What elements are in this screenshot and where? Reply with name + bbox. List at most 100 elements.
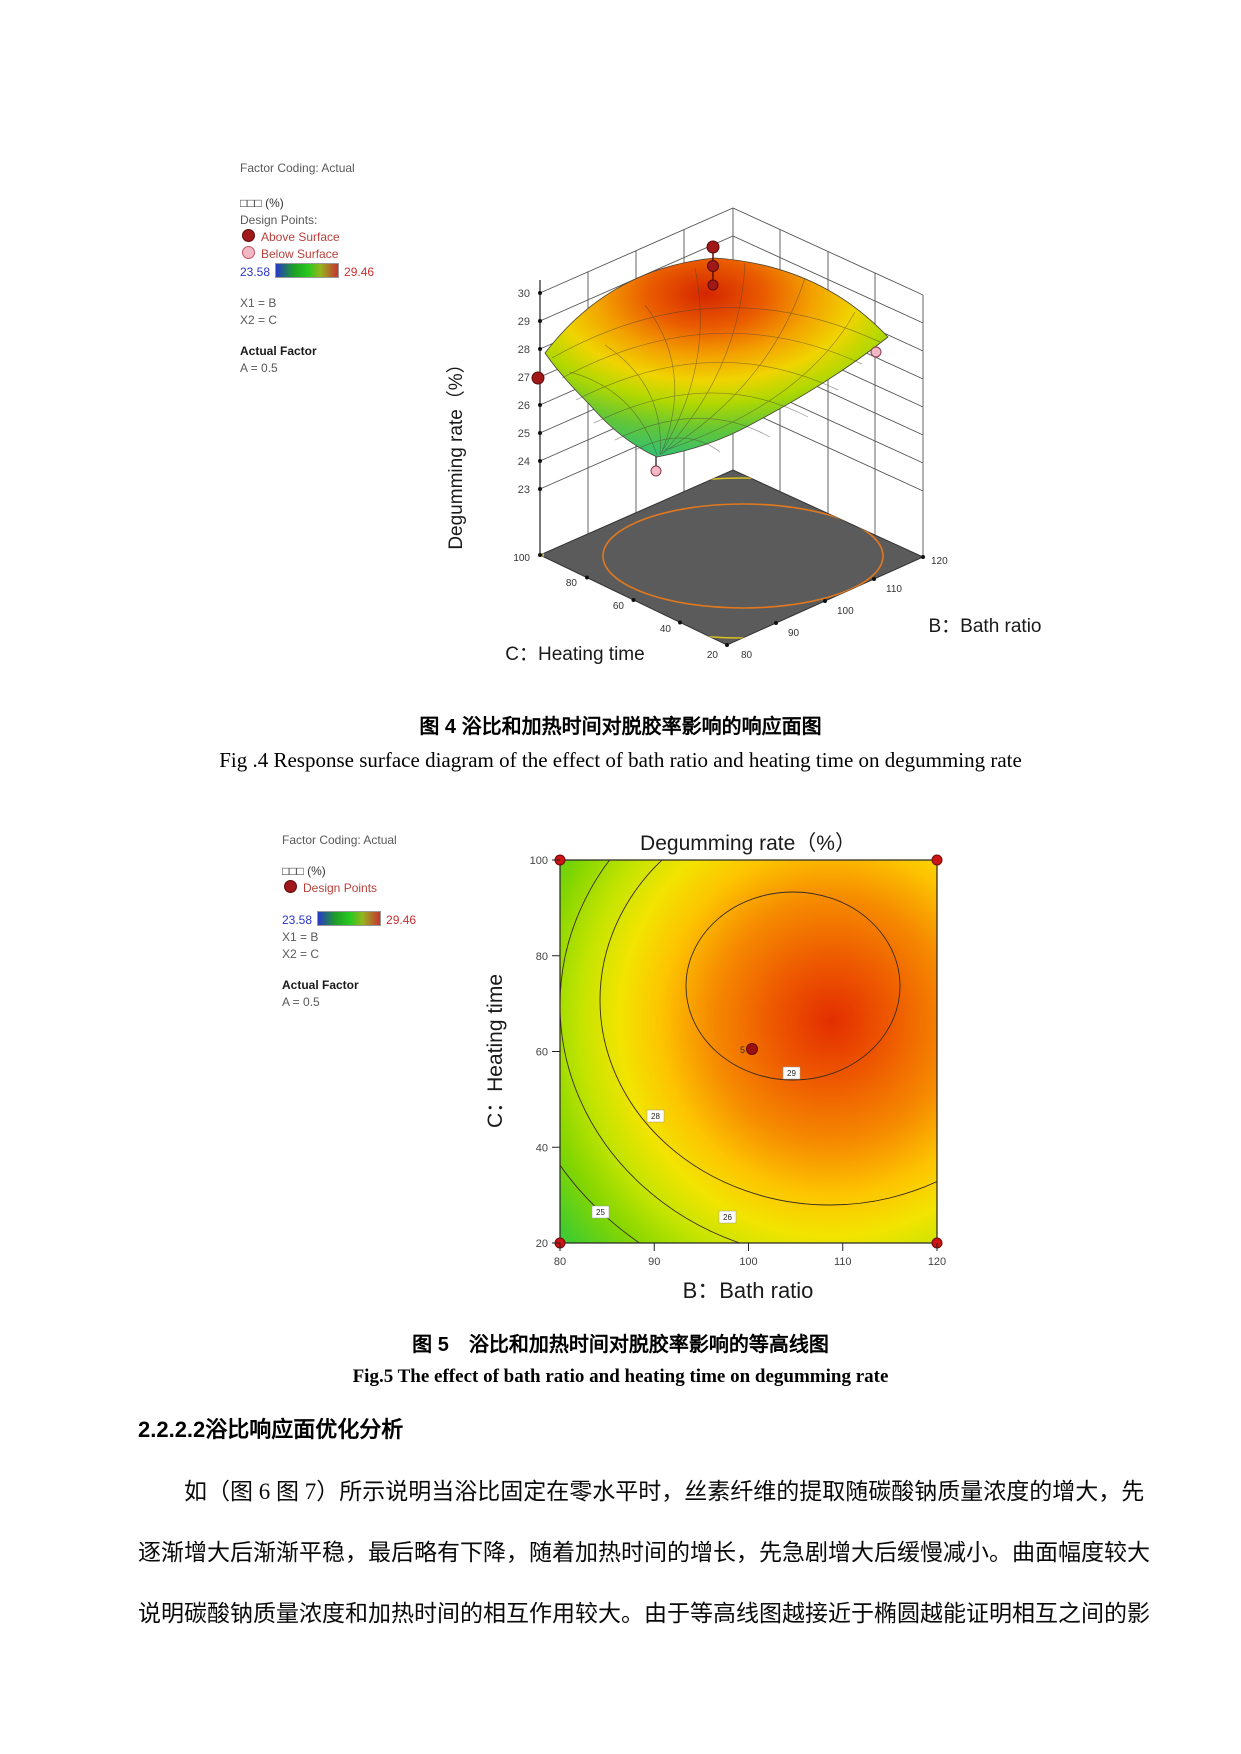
x-tick-80: 80	[554, 1256, 566, 1268]
paragraph-line-2: 逐渐增大后渐渐平稳，最后略有下降，随着加热时间的增长，先急剧增大后缓慢减小。曲面…	[138, 1540, 1150, 1565]
design-point-above-peak-3	[707, 279, 719, 291]
x-tick-110: 110	[834, 1256, 852, 1268]
svg-text:25: 25	[596, 1208, 605, 1217]
fig4-legend: Factor Coding: Actual □□□ (%) Design Poi…	[240, 160, 374, 377]
above-surface-dot-icon	[242, 229, 255, 242]
scale-max-value: 29.46	[386, 913, 417, 927]
z-tick-23: 23	[518, 484, 530, 496]
response-surface	[544, 257, 889, 458]
b-tick-90: 90	[788, 628, 800, 639]
fig5-actual-factor-value: A = 0.5	[282, 995, 320, 1009]
c-tick-40: 40	[660, 624, 672, 635]
fig5-color-scale: 23.58 29.46	[282, 911, 416, 929]
paragraph-line-3: 说明碳酸钠质量浓度和加热时间的相互作用较大。由于等高线图越接近于椭圆越能证明相互…	[138, 1601, 1150, 1626]
color-gradient-swatch	[317, 911, 382, 926]
b-tick-110: 110	[886, 584, 902, 595]
scale-min-value: 23.58	[282, 913, 313, 927]
z-tick-29: 29	[518, 316, 530, 328]
design-point-above-peak-2	[707, 260, 719, 272]
fig4-x2-factor: X2 = C	[240, 313, 278, 327]
y-axis-ticks: 100 80 60 40 20	[530, 855, 548, 1250]
fig5-legend: Factor Coding: Actual □□□ (%) Design Poi…	[282, 832, 416, 1011]
x-axis-tickmarks	[559, 1243, 938, 1251]
fig5-legend-design-points: Design Points	[282, 880, 416, 897]
z-tick-24: 24	[518, 456, 530, 468]
b-axis-ticks: 80 90 100 110 120	[741, 556, 948, 661]
b-tick-100: 100	[837, 606, 854, 617]
y-tick-20: 20	[536, 1238, 548, 1250]
fig4-caption-en: Fig .4 Response surface diagram of the e…	[219, 748, 1022, 772]
color-gradient-swatch	[275, 263, 340, 278]
svg-text:28: 28	[651, 1112, 660, 1121]
fig5-caption-en: Fig.5 The effect of bath ratio and heati…	[352, 1366, 889, 1387]
fig5-contour-chart: Degumming rate（%） 29 28 26	[484, 832, 946, 1303]
b-axis-label: B：Bath ratio	[929, 616, 1042, 637]
fig5-x2-factor: X2 = C	[282, 947, 320, 961]
x-axis-ticks: 80 90 100 110 120	[554, 1256, 946, 1268]
c-tick-80: 80	[566, 578, 578, 589]
floor-plane	[538, 469, 925, 647]
section-heading: 2.2.2.2浴比响应面优化分析	[138, 1417, 404, 1442]
b-tick-80: 80	[741, 650, 753, 661]
fig4-actual-factor-title: Actual Factor	[240, 344, 317, 358]
fig5-x-axis-label: B：Bath ratio	[683, 1278, 814, 1303]
y-tick-60: 60	[536, 1047, 548, 1059]
center-point-count: 5	[740, 1045, 745, 1055]
fig4-response-variable-label: □□□ (%)	[240, 196, 284, 210]
svg-text:26: 26	[723, 1213, 732, 1222]
y-tick-100: 100	[530, 855, 548, 867]
scale-min-value: 23.58	[240, 265, 271, 279]
c-tick-60: 60	[613, 601, 625, 612]
below-surface-dot-icon	[242, 246, 255, 259]
z-axis-label: Degumming rate（%）	[445, 354, 467, 549]
fig4-response-surface-chart: 30 29 28 27 26 25 24 23 Degumming rate（%…	[445, 207, 1042, 665]
fig4-color-scale: 23.58 29.46	[240, 263, 374, 281]
z-tick-30: 30	[518, 288, 530, 300]
x-tick-120: 120	[928, 1256, 946, 1268]
fig5-plot-title: Degumming rate（%）	[640, 832, 856, 855]
b-tick-120: 120	[931, 556, 948, 567]
contour-lines	[560, 860, 937, 1243]
z-tick-26: 26	[518, 400, 530, 412]
design-point-below-right-edge	[870, 346, 882, 358]
fig5-caption-zh: 图 5 浴比和加热时间对脱胶率影响的等高线图	[412, 1334, 829, 1356]
c-axis-label: C：Heating time	[505, 644, 644, 665]
design-point-center	[746, 1043, 758, 1055]
design-point-above-left-axis	[531, 371, 545, 385]
c-tick-20: 20	[707, 650, 719, 661]
c-tick-100: 100	[513, 553, 530, 564]
z-tick-25: 25	[518, 428, 530, 440]
fig4-design-points-title: Design Points:	[240, 213, 318, 227]
x-tick-100: 100	[739, 1256, 757, 1268]
design-points-3d	[531, 240, 882, 385]
svg-text:29: 29	[787, 1069, 796, 1078]
x-tick-90: 90	[648, 1256, 660, 1268]
z-axis: 30 29 28 27 26 25 24 23 Degumming rate（%…	[445, 280, 542, 555]
fig4-actual-factor-value: A = 0.5	[240, 361, 278, 375]
design-point-dot-icon	[284, 880, 297, 893]
contour-label-25: 25	[591, 1205, 610, 1219]
z-tick-27: 27	[518, 372, 530, 384]
fig4-caption-zh: 图 4 浴比和加热时间对脱胶率影响的响应面图	[419, 716, 822, 738]
contour-value-labels: 29 28 26 25	[591, 1066, 801, 1224]
design-point-corner-topright	[931, 854, 943, 866]
contour-label-28: 28	[646, 1109, 665, 1123]
scale-max-value: 29.46	[344, 265, 375, 279]
z-tick-28: 28	[518, 344, 530, 356]
y-axis-tickmarks	[552, 859, 560, 1244]
fig5-x1-factor: X1 = B	[282, 930, 319, 944]
y-tick-80: 80	[536, 951, 548, 963]
fig4-legend-above-surface: Above Surface	[240, 229, 374, 246]
fig4-legend-below-surface: Below Surface	[240, 246, 374, 263]
fig5-actual-factor-title: Actual Factor	[282, 978, 359, 992]
y-tick-40: 40	[536, 1142, 548, 1154]
fig5-y-axis-label: C：Heating time	[484, 974, 507, 1128]
contour-label-29: 29	[782, 1066, 801, 1080]
c-axis-ticks: 100 80 60 40 20	[513, 553, 718, 661]
fig4-x1-factor: X1 = B	[240, 296, 277, 310]
fig5-factor-coding: Factor Coding: Actual	[282, 833, 397, 847]
surface-mesh	[551, 262, 881, 456]
design-point-above-peak-1	[706, 240, 720, 254]
floor-edge-ticks	[538, 553, 925, 647]
